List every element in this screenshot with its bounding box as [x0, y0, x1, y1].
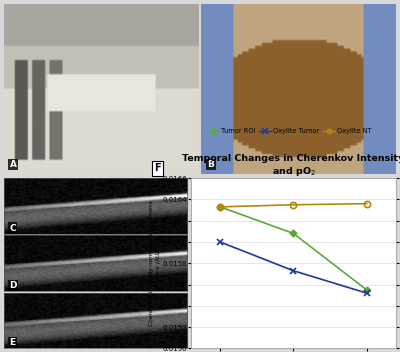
Text: A: A: [10, 160, 17, 169]
Text: C: C: [10, 224, 16, 233]
Text: F: F: [154, 163, 161, 173]
Text: D: D: [10, 281, 17, 290]
Legend: Tumor ROI, Oxylite Tumor, Oxylite NT: Tumor ROI, Oxylite Tumor, Oxylite NT: [204, 125, 375, 137]
Text: B: B: [207, 160, 214, 169]
Text: E: E: [10, 338, 16, 347]
Y-axis label: Cherenkov Intensity normalized to camera
distance (AU/cm²): Cherenkov Intensity normalized to camera…: [149, 200, 161, 326]
Title: Temporal Changes in Cherenkov Intensity
and pO$_2$: Temporal Changes in Cherenkov Intensity …: [182, 154, 400, 178]
